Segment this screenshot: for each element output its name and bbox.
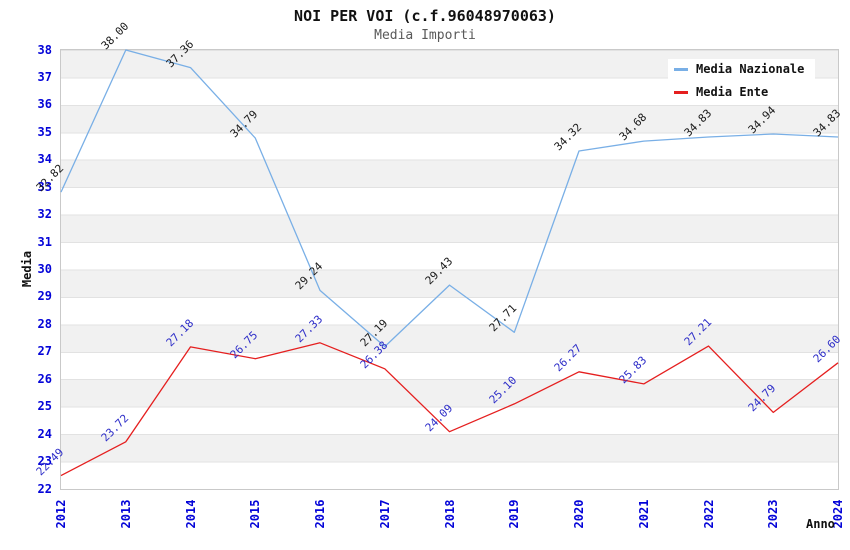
y-axis-title: Media [20, 250, 34, 288]
x-tick-label: 2022 [701, 499, 716, 529]
y-tick-label: 22 [37, 481, 52, 496]
x-tick-label: 2019 [507, 499, 522, 529]
y-tick-label: 27 [37, 344, 52, 359]
y-tick-label: 28 [37, 316, 52, 331]
y-tick-label: 31 [37, 234, 52, 249]
media-ente-swatch-icon [674, 90, 688, 94]
y-tick-label: 36 [37, 97, 52, 112]
legend-item-media-ente: Media Ente [668, 82, 780, 102]
y-tick-label: 30 [37, 262, 52, 276]
plot-area [60, 49, 839, 490]
x-tick-label: 2018 [442, 499, 457, 529]
x-tick-label: 2016 [313, 499, 327, 529]
y-tick-label: 24 [37, 426, 52, 441]
x-tick-label: 2012 [54, 499, 68, 529]
y-tick-label: 35 [37, 124, 52, 139]
x-tick-label: 2021 [636, 499, 651, 529]
y-tick-label: 34 [37, 152, 52, 167]
x-axis-title: Anno [806, 517, 835, 531]
x-tick-label: 2017 [377, 499, 392, 529]
y-tick-label: 23 [37, 454, 52, 469]
y-tick-label: 32 [37, 207, 52, 222]
x-tick-label: 2023 [766, 499, 781, 529]
x-tick-label: 2013 [118, 499, 133, 529]
legend-label-media-nazionale: Media Nazionale [696, 62, 805, 76]
chart-title: NOI PER VOI (c.f.96048970063) [294, 7, 556, 25]
y-tick-label: 25 [37, 399, 52, 414]
y-tick-label: 38 [37, 42, 52, 57]
x-tick-label: 2014 [183, 499, 198, 529]
chart-subtitle: Media Importi [374, 28, 476, 43]
y-tick-label: 33 [37, 179, 52, 194]
y-tick-label: 37 [37, 69, 52, 84]
legend-label-media-ente: Media Ente [696, 85, 769, 99]
line-series-canvas [60, 49, 839, 477]
y-tick-label: 29 [37, 289, 52, 304]
series-line-1 [60, 342, 839, 477]
y-tick-label: 26 [37, 371, 52, 386]
x-tick-label: 2020 [572, 499, 586, 529]
series-line-0 [60, 49, 839, 348]
legend: Media Nazionale Media Ente [668, 59, 816, 102]
media-nazionale-swatch-icon [674, 67, 688, 71]
legend-item-media-nazionale: Media Nazionale [668, 59, 816, 79]
x-tick-label: 2015 [248, 499, 263, 529]
